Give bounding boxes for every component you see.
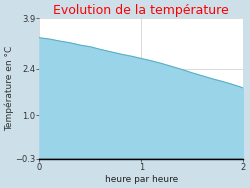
Title: Evolution de la température: Evolution de la température xyxy=(54,4,229,17)
X-axis label: heure par heure: heure par heure xyxy=(105,175,178,184)
Y-axis label: Température en °C: Température en °C xyxy=(4,46,14,131)
